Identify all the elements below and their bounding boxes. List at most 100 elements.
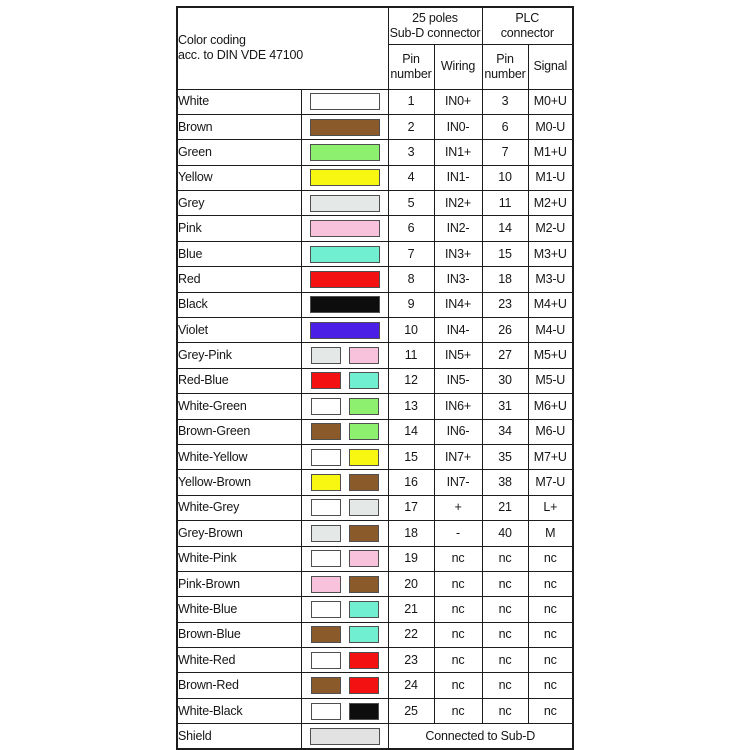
color-name: Brown-Red — [176, 672, 302, 699]
swatch-group — [302, 143, 387, 161]
color-swatch-cell — [300, 469, 389, 496]
plc-connector-group-header: PLC connector — [481, 6, 574, 45]
wiring-value: IN3- — [433, 266, 483, 293]
color-swatch — [310, 651, 341, 669]
color-swatch-cell — [300, 647, 389, 674]
swatch-group — [302, 93, 387, 111]
color-name: Blue — [176, 240, 302, 268]
color-swatch — [348, 397, 379, 415]
color-swatch — [310, 397, 341, 415]
signal-header: Signal — [527, 43, 574, 90]
plc-pin-number: 15 — [481, 240, 529, 268]
color-swatch — [348, 702, 379, 720]
plc-pin-number: 18 — [481, 266, 529, 293]
signal-value: nc — [527, 545, 574, 572]
plc-pin-number: nc — [481, 621, 529, 649]
pin-header-line1: Pin — [496, 51, 514, 66]
color-swatch-cell — [300, 139, 389, 166]
color-name: Yellow-Brown — [176, 469, 302, 496]
signal-value: M1+U — [527, 139, 574, 166]
color-swatch — [348, 575, 379, 593]
wire-row: White-Blue 21 nc nc nc — [176, 596, 574, 623]
swatch-group — [302, 220, 387, 238]
color-swatch — [348, 448, 379, 466]
pin-header-line1: Pin — [402, 51, 420, 66]
color-name: White-Yellow — [176, 443, 302, 471]
wire-row: Brown 2 IN0- 6 M0-U — [176, 113, 574, 141]
pin-header-line2: number — [390, 66, 432, 81]
color-swatch-cell — [300, 723, 389, 750]
subd-pin-number: 11 — [387, 342, 435, 369]
wiring-value: nc — [433, 647, 483, 674]
color-name: White-Blue — [176, 596, 302, 623]
subd-pin-number: 23 — [387, 647, 435, 674]
signal-value: M1-U — [527, 164, 574, 192]
wiring-value: IN0+ — [433, 88, 483, 115]
swatch-group — [302, 448, 387, 466]
wiring-header: Wiring — [433, 43, 483, 90]
color-swatch — [310, 499, 341, 517]
subd-pin-number: 4 — [387, 164, 435, 192]
color-swatch — [348, 423, 379, 441]
wire-row: Brown-Blue 22 nc nc nc — [176, 621, 574, 649]
color-swatch — [309, 321, 380, 339]
color-swatch — [310, 626, 341, 644]
color-swatch-cell — [300, 418, 389, 445]
plc-group-line2: connector — [500, 25, 554, 40]
color-swatch — [348, 677, 379, 695]
subd-pin-number: 19 — [387, 545, 435, 572]
color-swatch — [348, 372, 379, 390]
swatch-group — [302, 321, 387, 339]
plc-pin-number: 10 — [481, 164, 529, 192]
color-swatch — [310, 702, 341, 720]
subd-pin-number: 9 — [387, 291, 435, 319]
color-swatch — [310, 524, 341, 542]
wire-row: White-Black 25 nc nc nc — [176, 697, 574, 725]
color-swatch-cell — [300, 596, 389, 623]
subd-pin-number: 8 — [387, 266, 435, 293]
swatch-group — [302, 677, 387, 695]
table-body: White 1 IN0+ 3 M0+U Brown 2 IN0- 6 M0-U Green 3 IN1+… — [176, 88, 574, 750]
subd-pin-number: 15 — [387, 443, 435, 471]
color-swatch-cell — [300, 443, 389, 471]
color-swatch-cell — [300, 393, 389, 420]
color-coding-header-cell: Color coding acc. to DIN VDE 47100 — [176, 6, 389, 90]
color-swatch — [309, 143, 380, 161]
color-swatch — [348, 474, 379, 492]
plc-pin-number: 7 — [481, 139, 529, 166]
wire-row: Red-Blue 12 IN5- 30 M5-U — [176, 367, 574, 395]
wiring-value: IN4+ — [433, 291, 483, 319]
signal-value: M5+U — [527, 342, 574, 369]
swatch-group — [302, 169, 387, 187]
color-swatch — [310, 550, 341, 568]
shield-row: Shield Connected to Sub-D — [176, 723, 574, 750]
wire-row: Pink 6 IN2- 14 M2-U — [176, 215, 574, 242]
wiring-value: IN7- — [433, 469, 483, 496]
color-swatch — [348, 524, 379, 542]
color-swatch — [348, 601, 379, 618]
plc-pin-number: nc — [481, 697, 529, 725]
wire-row: Pink-Brown 20 nc nc nc — [176, 570, 574, 598]
swatch-group — [302, 423, 387, 441]
color-swatch-cell — [300, 291, 389, 319]
color-swatch — [348, 499, 379, 517]
swatch-group — [302, 702, 387, 720]
subd-pin-number: 16 — [387, 469, 435, 496]
color-coding-title-line1: Color coding — [178, 33, 246, 48]
plc-pin-number-header: Pin number — [481, 43, 529, 90]
swatch-group — [302, 347, 387, 365]
swatch-group — [302, 296, 387, 314]
color-name: White-Grey — [176, 494, 302, 522]
signal-value: M — [527, 520, 574, 547]
color-name: Pink — [176, 215, 302, 242]
color-name: White-Red — [176, 647, 302, 674]
wire-row: White-Grey 17 +21 L+ — [176, 494, 574, 522]
color-name: Violet — [176, 317, 302, 344]
color-swatch-cell — [300, 113, 389, 141]
plc-pin-number: 3 — [481, 88, 529, 115]
wiring-value: IN2- — [433, 215, 483, 242]
wiring-value: IN2+ — [433, 190, 483, 217]
swatch-group — [302, 245, 387, 263]
color-swatch-cell — [300, 215, 389, 242]
